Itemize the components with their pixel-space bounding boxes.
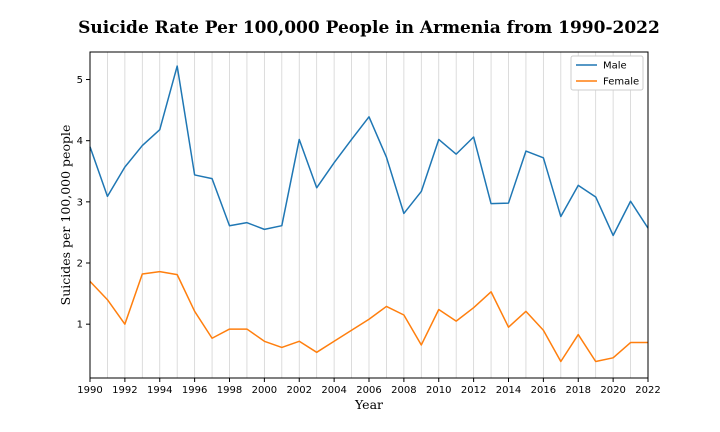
data-point <box>123 165 126 168</box>
data-point <box>472 306 475 309</box>
x-axis: 1990 1992 1994 1996 1998 2000 2002 2004 2006 2008… <box>77 378 661 396</box>
legend-label: Male <box>603 61 627 72</box>
data-point <box>280 346 283 349</box>
data-point <box>612 234 615 237</box>
data-point <box>280 224 283 227</box>
data-point <box>158 128 161 131</box>
data-point <box>228 328 231 331</box>
data-point <box>472 136 475 139</box>
data-point <box>577 184 580 187</box>
vertical-gridlines <box>89 52 649 378</box>
x-tick-label: 1996 <box>182 385 207 396</box>
data-point <box>542 156 545 159</box>
data-point <box>158 270 161 273</box>
data-point <box>245 221 248 224</box>
data-point <box>298 340 301 343</box>
x-tick-label: 2018 <box>566 385 591 396</box>
data-point <box>490 202 493 205</box>
data-point <box>193 310 196 313</box>
data-point <box>263 228 266 231</box>
data-point <box>193 173 196 176</box>
x-tick-label: 2004 <box>321 385 346 396</box>
x-tick-label: 1990 <box>77 385 102 396</box>
data-point <box>420 190 423 193</box>
y-axis: 1 2 3 4 5 <box>77 75 90 331</box>
data-point <box>612 356 615 359</box>
data-point <box>385 156 388 159</box>
data-point <box>524 150 527 153</box>
data-point <box>176 273 179 276</box>
x-tick-label: 2014 <box>496 385 521 396</box>
data-point <box>141 273 144 276</box>
y-tick-label: 4 <box>77 136 83 147</box>
data-point <box>455 320 458 323</box>
x-tick-label: 2010 <box>426 385 451 396</box>
data-point <box>437 138 440 141</box>
x-tick-label: 1994 <box>147 385 172 396</box>
y-tick-label: 5 <box>77 75 83 86</box>
data-point <box>559 360 562 363</box>
series-line-male <box>89 65 649 237</box>
x-tick-label: 2000 <box>252 385 277 396</box>
data-point <box>420 343 423 346</box>
data-point <box>385 305 388 308</box>
x-tick-label: 1998 <box>217 385 242 396</box>
data-point <box>315 351 318 354</box>
data-point <box>437 308 440 311</box>
data-point <box>490 290 493 293</box>
data-point <box>333 340 336 343</box>
data-point <box>263 340 266 343</box>
data-point <box>507 202 510 205</box>
legend-label: Female <box>603 77 639 88</box>
data-point <box>141 144 144 147</box>
data-point <box>245 328 248 331</box>
x-tick-label: 2006 <box>356 385 381 396</box>
data-point <box>559 215 562 218</box>
x-tick-label: 2002 <box>287 385 312 396</box>
data-point <box>315 186 318 189</box>
chart-title: Suicide Rate Per 100,000 People in Armen… <box>78 18 660 38</box>
data-point <box>228 224 231 227</box>
data-point <box>350 138 353 141</box>
data-point <box>176 65 179 68</box>
data-point <box>106 298 109 301</box>
data-point <box>368 318 371 321</box>
data-point <box>211 337 214 340</box>
data-point <box>507 326 510 329</box>
data-point <box>368 115 371 118</box>
x-axis-label: Year <box>354 397 383 412</box>
y-tick-label: 3 <box>77 197 83 208</box>
data-point <box>594 360 597 363</box>
data-point <box>402 212 405 215</box>
x-tick-label: 2016 <box>531 385 556 396</box>
x-tick-label: 2008 <box>391 385 416 396</box>
data-point <box>333 161 336 164</box>
data-point <box>524 310 527 313</box>
data-point <box>402 314 405 317</box>
data-point <box>577 333 580 336</box>
data-point <box>211 177 214 180</box>
series-layer <box>89 65 649 363</box>
data-point <box>350 329 353 332</box>
y-tick-label: 2 <box>77 259 83 270</box>
legend: Male Female <box>570 55 644 91</box>
data-point <box>455 153 458 156</box>
y-tick-label: 1 <box>77 320 83 331</box>
series-line-female <box>89 270 648 363</box>
data-point <box>629 200 632 203</box>
data-point <box>629 341 632 344</box>
x-tick-label: 2012 <box>461 385 486 396</box>
y-axis-label: Suicides per 100,000 people <box>58 125 73 306</box>
data-point <box>106 195 109 198</box>
x-tick-label: 2022 <box>635 385 660 396</box>
data-point <box>542 329 545 332</box>
x-tick-label: 2020 <box>600 385 625 396</box>
x-tick-label: 1992 <box>112 385 137 396</box>
data-point <box>123 323 126 326</box>
data-point <box>298 138 301 141</box>
data-point <box>594 195 597 198</box>
